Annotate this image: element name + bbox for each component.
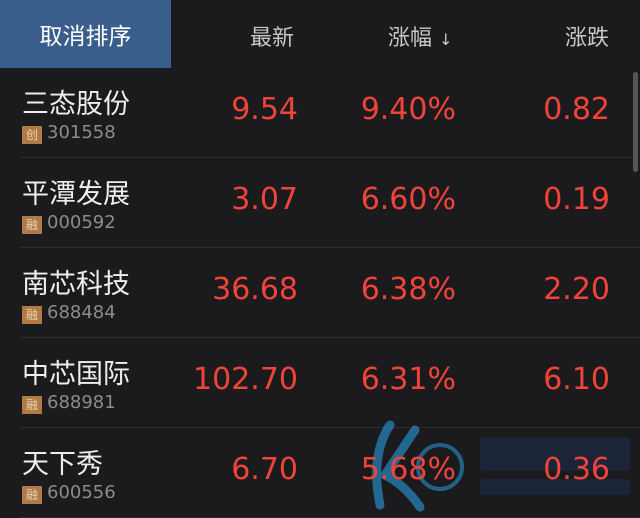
pct-change: 6.31% xyxy=(360,362,456,397)
market-tag-badge: 融 xyxy=(22,216,42,234)
latest-price: 102.70 xyxy=(193,362,298,397)
column-change[interactable]: 涨跌 xyxy=(565,26,610,51)
stock-name: 三态股份 xyxy=(22,89,130,120)
price-change: 6.10 xyxy=(543,362,610,397)
stock-code: 688484 xyxy=(47,302,116,323)
pct-change: 5.68% xyxy=(360,452,456,487)
sort-down-icon: ↓ xyxy=(439,30,453,49)
stock-code: 301558 xyxy=(47,122,116,143)
scrollbar[interactable] xyxy=(633,72,638,172)
price-change: 0.82 xyxy=(543,92,610,127)
stock-row[interactable]: 平潭发展 融 000592 3.07 6.60% 0.19 xyxy=(20,158,640,248)
stock-row[interactable]: 中芯国际 融 688981 102.70 6.31% 6.10 xyxy=(20,338,640,428)
market-tag-badge: 融 xyxy=(22,486,42,504)
pct-change: 6.60% xyxy=(360,182,456,217)
stock-row[interactable]: 天下秀 融 600556 6.70 5.68% 0.36 xyxy=(20,428,640,518)
pct-change: 6.38% xyxy=(360,272,456,307)
latest-price: 3.07 xyxy=(231,182,298,217)
price-change: 2.20 xyxy=(543,272,610,307)
pct-change: 9.40% xyxy=(360,92,456,127)
stock-code: 000592 xyxy=(47,212,116,233)
price-change: 0.36 xyxy=(543,452,610,487)
latest-price: 9.54 xyxy=(231,92,298,127)
column-pct-change[interactable]: 涨幅 ↓ xyxy=(388,20,452,52)
cancel-sort-button[interactable]: 取消排序 xyxy=(0,0,171,68)
market-tag-badge: 创 xyxy=(22,126,42,144)
stock-name: 天下秀 xyxy=(22,449,103,480)
stock-row[interactable]: 南芯科技 融 688484 36.68 6.38% 2.20 xyxy=(20,248,640,338)
table-header: 取消排序 最新 涨幅 ↓ 涨跌 xyxy=(0,0,640,68)
stock-name: 中芯国际 xyxy=(22,359,130,390)
stock-list: 三态股份 创 301558 9.54 9.40% 0.82 平潭发展 融 0005… xyxy=(0,68,640,518)
market-tag-badge: 融 xyxy=(22,396,42,414)
latest-price: 36.68 xyxy=(212,272,298,307)
column-latest[interactable]: 最新 xyxy=(250,26,295,51)
latest-price: 6.70 xyxy=(231,452,298,487)
stock-name: 平潭发展 xyxy=(22,179,130,210)
stock-name: 南芯科技 xyxy=(22,269,130,300)
stock-row[interactable]: 三态股份 创 301558 9.54 9.40% 0.82 xyxy=(20,68,640,158)
market-tag-badge: 融 xyxy=(22,306,42,324)
price-change: 0.19 xyxy=(543,182,610,217)
stock-code: 600556 xyxy=(47,482,116,503)
stock-code: 688981 xyxy=(47,392,116,413)
column-pct-label: 涨幅 xyxy=(388,26,433,51)
